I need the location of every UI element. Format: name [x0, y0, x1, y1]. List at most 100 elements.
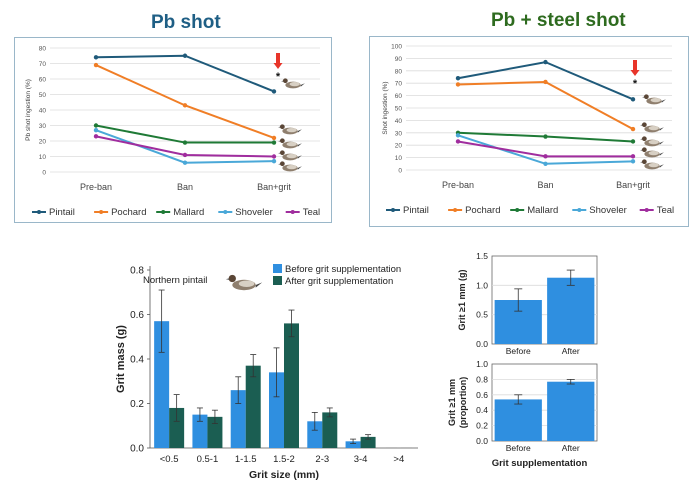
pb-point-mallard-2 [271, 140, 277, 145]
steel-legend-marker-pintail [391, 208, 395, 212]
steel-arrow-shaft [633, 60, 637, 70]
grit_mass-xtick-0: Before [506, 346, 531, 356]
pb-legend-marker-teal [290, 210, 295, 214]
grit-pintail-duck-icon-bill [225, 278, 230, 280]
steel-duck-icon-4-head [641, 159, 647, 165]
steel-ytick-8: 80 [395, 68, 403, 75]
steel-asterisk: * [633, 78, 638, 90]
grit-annotation: Northern pintail [143, 275, 207, 286]
pb-legend-mallard: Mallard [173, 207, 204, 218]
grit-legend-swatch-after [273, 276, 282, 285]
pb-duck-icon-3-bill [278, 152, 281, 154]
pb-ytick-0: 0 [42, 170, 46, 177]
grit-bar-after-2 [245, 365, 261, 448]
pb-ytick-5: 50 [39, 92, 47, 99]
steel-duck-icon-0-bill [642, 96, 645, 98]
grit-pintail-duck-icon-wing [238, 280, 255, 287]
grit-xtick-0: <0.5 [160, 454, 179, 465]
grit-bar-before-2 [230, 390, 246, 448]
grit-xtick-2: 1-1.5 [235, 454, 257, 465]
steel-point-pintail-0 [455, 76, 461, 81]
pb-ytick-8: 80 [39, 46, 47, 53]
grit_mass-ytick-3: 1.5 [476, 251, 488, 261]
steel-point-shoveler-2 [630, 159, 636, 164]
steel-ytick-2: 20 [395, 143, 403, 150]
steel-duck-icon-4-tail [659, 164, 664, 168]
pb-legend-pochard: Pochard [111, 207, 146, 218]
steel-duck-icon-4 [640, 159, 664, 170]
pb-duck-icon-0-bill [281, 80, 284, 82]
steel-duck-icon-0-wing [650, 98, 661, 103]
steel-point-mallard-2 [630, 139, 636, 144]
steel-xtick-1: Ban [537, 180, 553, 190]
pb-xtick-0: Pre-ban [80, 182, 112, 192]
steel-arrow-head [630, 70, 640, 76]
steel-legend-shoveler: Shoveler [589, 205, 627, 216]
title-pb: Pb shot [151, 12, 221, 33]
steel-ytick-5: 50 [395, 106, 403, 113]
pb-ytick-2: 20 [39, 139, 47, 146]
grit_prop-ytick-5: 1.0 [476, 359, 488, 369]
pb-duck-icon-2-head [279, 138, 285, 144]
grit-ylabel: Grit mass (g) [115, 325, 127, 393]
steel-legend-pochard: Pochard [465, 205, 500, 216]
grit-ytick-1: 0.2 [130, 399, 144, 410]
pb-duck-icon-1-tail [297, 129, 302, 133]
pb-ytick-7: 70 [39, 61, 47, 68]
pb-duck-icon-4-tail [297, 166, 302, 170]
steel-point-pochard-0 [455, 82, 461, 87]
pb-point-pochard-1 [182, 103, 188, 108]
pb-ytick-3: 30 [39, 123, 47, 130]
pb-arrow-head [273, 63, 283, 69]
grit-legend-before: Before grit supplementation [285, 264, 401, 275]
steel-duck-icon-2 [640, 136, 664, 147]
grit_prop-bar-1 [547, 381, 595, 441]
steel-xtick-0: Pre-ban [442, 180, 474, 190]
pb-duck-icon-0 [281, 78, 305, 89]
steel-duck-icon-4-bill [640, 161, 643, 163]
pb-series-pochard [95, 64, 275, 139]
steel-duck-icon-1-tail [659, 127, 664, 131]
pb-legend-teal: Teal [303, 207, 320, 218]
steel-duck-icon-2-tail [659, 141, 664, 145]
steel-duck-icon-3-wing [648, 151, 659, 156]
grit_prop-ytick-1: 0.2 [476, 421, 488, 431]
title-steel: Pb + steel shot [491, 10, 626, 31]
pb-duck-icon-2 [278, 138, 302, 149]
grit_mass-ytick-0: 0.0 [476, 339, 488, 349]
grit_prop-ylabel-2: (proportion) [458, 377, 468, 428]
pb-duck-icon-0-head [282, 78, 288, 84]
steel-duck-icon-3-tail [659, 152, 664, 156]
grit-xtick-6: >4 [393, 454, 404, 465]
grit_prop-ytick-0: 0.0 [476, 436, 488, 446]
grit_prop-ytick-3: 0.6 [476, 390, 488, 400]
steel-ytick-7: 70 [395, 81, 403, 88]
grit_prop-xtick-0: Before [506, 443, 531, 453]
steel-duck-icon-2-wing [648, 140, 659, 145]
grit_mass-ytick-1: 0.5 [476, 310, 488, 320]
pb-ylabel: Pb shot ingestion (%) [25, 79, 32, 141]
steel-legend-mallard: Mallard [527, 205, 558, 216]
pb-duck-icon-0-wing [289, 82, 300, 87]
pb-duck-icon-2-tail [297, 143, 302, 147]
pb-point-teal-0 [93, 134, 99, 139]
grit-bar-after-3 [284, 323, 299, 448]
grit-bar-before-1 [192, 414, 208, 448]
grit_prop-xlabel: Grit supplementation [492, 458, 588, 469]
steel-duck-icon-3-head [641, 147, 647, 153]
grit-xtick-3: 1.5-2 [273, 454, 295, 465]
steel-legend-marker-mallard [515, 208, 520, 212]
steel-ytick-1: 10 [395, 155, 403, 162]
pb-series-shoveler [95, 129, 275, 164]
steel-duck-icon-1-head [641, 122, 647, 128]
steel-point-teal-2 [630, 154, 636, 159]
steel-point-teal-1 [543, 154, 548, 159]
pb-legend-marker-mallard [161, 210, 166, 214]
pb-point-pintail-0 [93, 55, 99, 60]
steel-point-pochard-1 [543, 79, 548, 85]
grit-legend-swatch-before [273, 264, 282, 273]
steel-duck-icon-1-bill [640, 124, 643, 126]
steel-point-teal-0 [455, 139, 461, 144]
pb-duck-icon-4-wing [286, 165, 297, 170]
